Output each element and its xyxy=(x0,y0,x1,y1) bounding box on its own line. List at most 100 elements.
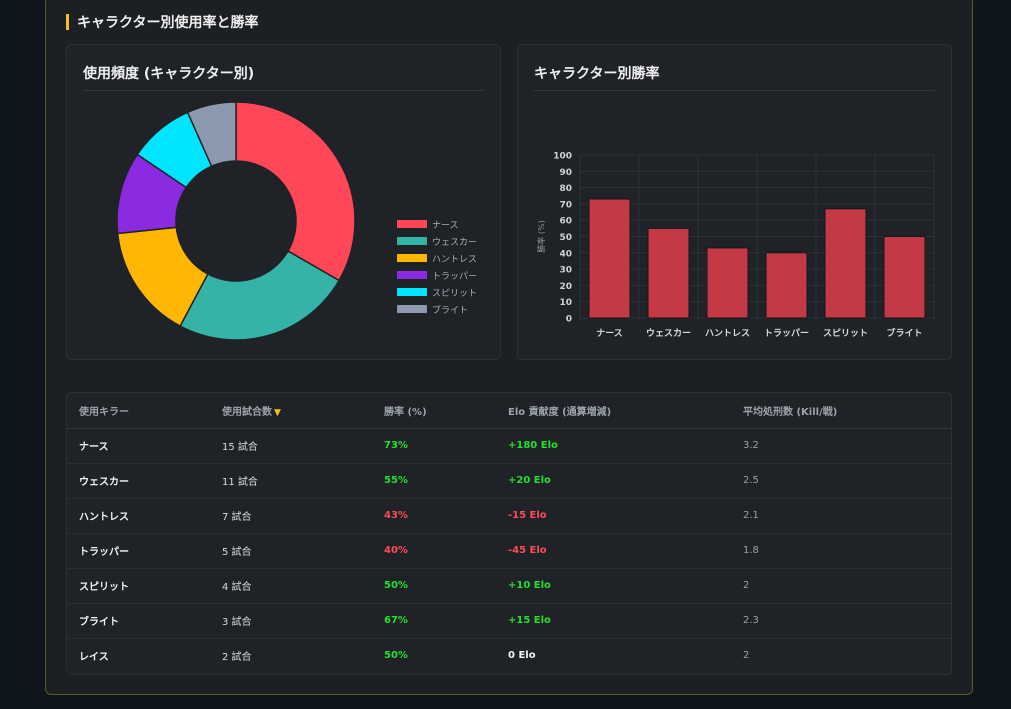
bar[interactable] xyxy=(824,208,867,319)
table-row[interactable]: ナース 15 試合 73% +180 Elo 3.2 xyxy=(67,428,951,464)
legend-item[interactable]: ブライト xyxy=(397,304,468,316)
donut-slice[interactable] xyxy=(179,249,341,341)
donut-slice[interactable] xyxy=(235,101,356,282)
x-tick-label: ブライト xyxy=(886,327,922,339)
table-row[interactable]: トラッパー 5 試合 40% -45 Elo 1.8 xyxy=(67,533,951,569)
legend-label: ブライト xyxy=(432,304,468,316)
legend-item[interactable]: トラッパー xyxy=(397,271,477,282)
y-tick-label: 40 xyxy=(559,249,572,259)
section-title: キャラクター別使用率と勝率 xyxy=(66,13,258,31)
section-accent-bar xyxy=(66,14,69,30)
avg-kills-cell: 2.5 xyxy=(731,463,951,499)
winrate-cell: 55% xyxy=(372,463,496,499)
legend-swatch xyxy=(397,305,427,313)
bar[interactable] xyxy=(883,236,926,319)
legend-item[interactable]: ハントレス xyxy=(397,254,477,265)
elo-cell: +15 Elo xyxy=(496,603,731,639)
y-tick-label: 80 xyxy=(559,184,572,194)
legend-swatch xyxy=(397,288,427,296)
sort-desc-icon[interactable]: ▼ xyxy=(274,407,281,418)
donut-slice[interactable] xyxy=(186,101,237,168)
winrate-cell: 50% xyxy=(384,650,408,662)
legend-item[interactable]: ナース xyxy=(397,220,459,231)
x-tick-label: ナース xyxy=(596,328,623,339)
killer-name-cell: ナース xyxy=(67,428,210,464)
matches-cell: 2 試合 xyxy=(222,652,252,664)
killer-name-cell: ブライト xyxy=(67,603,210,639)
winrate-cell: 43% xyxy=(372,498,496,534)
section-title-text: キャラクター別使用率と勝率 xyxy=(77,15,259,31)
header-elo[interactable]: Elo 貢献度 (通算増減) xyxy=(496,393,731,429)
elo-cell: +10 Elo xyxy=(496,568,731,604)
x-tick-label: トラッパー xyxy=(764,327,809,339)
bar[interactable] xyxy=(647,227,690,319)
usage-chart-divider xyxy=(83,90,484,91)
legend-item[interactable]: ウェスカー xyxy=(397,237,477,248)
matches-cell: 5 試合 xyxy=(210,533,372,569)
winrate-bar-chart: 0 10 20 30 40 50 60 70 80 90 100 ナース ウェスカー ハントレス トラッパー… xyxy=(536,152,935,339)
winrate-cell: 73% xyxy=(372,428,496,464)
legend-label: トラッパー xyxy=(432,271,477,282)
avg-kills-cell: 2.1 xyxy=(731,498,951,534)
winrate-chart-divider xyxy=(534,90,935,91)
header-matches[interactable]: 使用試合数 ▼ xyxy=(210,393,372,429)
matches-cell: 11 試合 xyxy=(210,463,372,499)
header-avg-kills[interactable]: 平均処刑数 (Kill/戦) xyxy=(731,393,951,429)
x-tick-label: スピリット xyxy=(823,327,868,339)
x-tick-label: ウェスカー xyxy=(646,328,691,339)
avg-kills-cell: 1.8 xyxy=(731,533,951,569)
y-tick-label: 50 xyxy=(559,233,572,243)
table-row[interactable]: ハントレス 7 試合 43% -15 Elo 2.1 xyxy=(67,498,951,534)
y-tick-label: 60 xyxy=(559,217,572,227)
header-killer[interactable]: 使用キラー xyxy=(67,393,210,429)
bar[interactable] xyxy=(706,247,749,319)
matches-cell: 7 試合 xyxy=(210,498,372,534)
bar[interactable] xyxy=(765,252,808,319)
table-row[interactable]: レイス 2 試合 50% 0 Elo 2 xyxy=(67,638,951,673)
table-body: ナース 15 試合 73% +180 Elo 3.2 ウェスカー 11 試合 55% +20 E… xyxy=(67,428,951,673)
killer-name-cell: ハントレス xyxy=(67,498,210,534)
legend-label: スピリット xyxy=(432,288,477,299)
killer-name-cell: トラッパー xyxy=(67,533,210,569)
y-tick-label: 0 xyxy=(566,315,572,325)
killer-stats-table: 使用キラー 使用試合数 ▼ 勝率 (%) Elo 貢献度 (通算増減) 平均処刑数… xyxy=(67,393,951,673)
matches-cell: 15 試合 xyxy=(210,428,372,464)
header-winrate[interactable]: 勝率 (%) xyxy=(372,393,496,429)
killer-name-cell: スピリット xyxy=(67,568,210,604)
elo-cell: -45 Elo xyxy=(496,533,731,569)
legend-label: ナース xyxy=(432,220,459,231)
legend-swatch xyxy=(397,271,427,279)
bar[interactable] xyxy=(588,198,631,319)
matches-cell: 4 試合 xyxy=(210,568,372,604)
table-header-row: 使用キラー 使用試合数 ▼ 勝率 (%) Elo 貢献度 (通算増減) 平均処刑数… xyxy=(67,393,951,429)
elo-cell: +20 Elo xyxy=(496,463,731,499)
table-row[interactable]: ブライト 3 試合 67% +15 Elo 2.3 xyxy=(67,603,951,639)
y-axis-label: 勝率 (%) xyxy=(536,220,546,252)
elo-cell: +180 Elo xyxy=(496,428,731,464)
avg-kills-cell: 2 xyxy=(743,650,750,662)
table-row[interactable]: スピリット 4 試合 50% +10 Elo 2 xyxy=(67,568,951,604)
winrate-chart-card: キャラクター別勝率 0 10 20 30 40 50 60 70 80 90 100 ナース ウェスカー… xyxy=(517,44,952,360)
y-tick-label: 10 xyxy=(559,298,572,308)
y-tick-label: 90 xyxy=(559,168,572,178)
killer-stats-table-card: 使用キラー 使用試合数 ▼ 勝率 (%) Elo 貢献度 (通算増減) 平均処刑数… xyxy=(66,392,952,675)
avg-kills-cell: 2 xyxy=(731,568,951,604)
legend-label: ウェスカー xyxy=(432,237,477,248)
legend-label: ハントレス xyxy=(432,255,477,265)
avg-kills-cell: 2.3 xyxy=(731,603,951,639)
killer-name-cell: レイス xyxy=(79,652,109,664)
winrate-cell: 50% xyxy=(372,568,496,604)
y-tick-label: 20 xyxy=(559,282,572,292)
y-tick-label: 100 xyxy=(553,152,572,162)
legend-swatch xyxy=(397,237,427,245)
table-row[interactable]: ウェスカー 11 試合 55% +20 Elo 2.5 xyxy=(67,463,951,499)
winrate-chart-title: キャラクター別勝率 xyxy=(534,66,660,82)
matches-cell: 3 試合 xyxy=(210,603,372,639)
elo-cell: -15 Elo xyxy=(496,498,731,534)
legend-swatch xyxy=(397,254,427,262)
legend-item[interactable]: スピリット xyxy=(397,288,477,299)
legend-swatch xyxy=(397,220,427,228)
x-tick-label: ハントレス xyxy=(705,328,750,339)
winrate-cell: 67% xyxy=(372,603,496,639)
